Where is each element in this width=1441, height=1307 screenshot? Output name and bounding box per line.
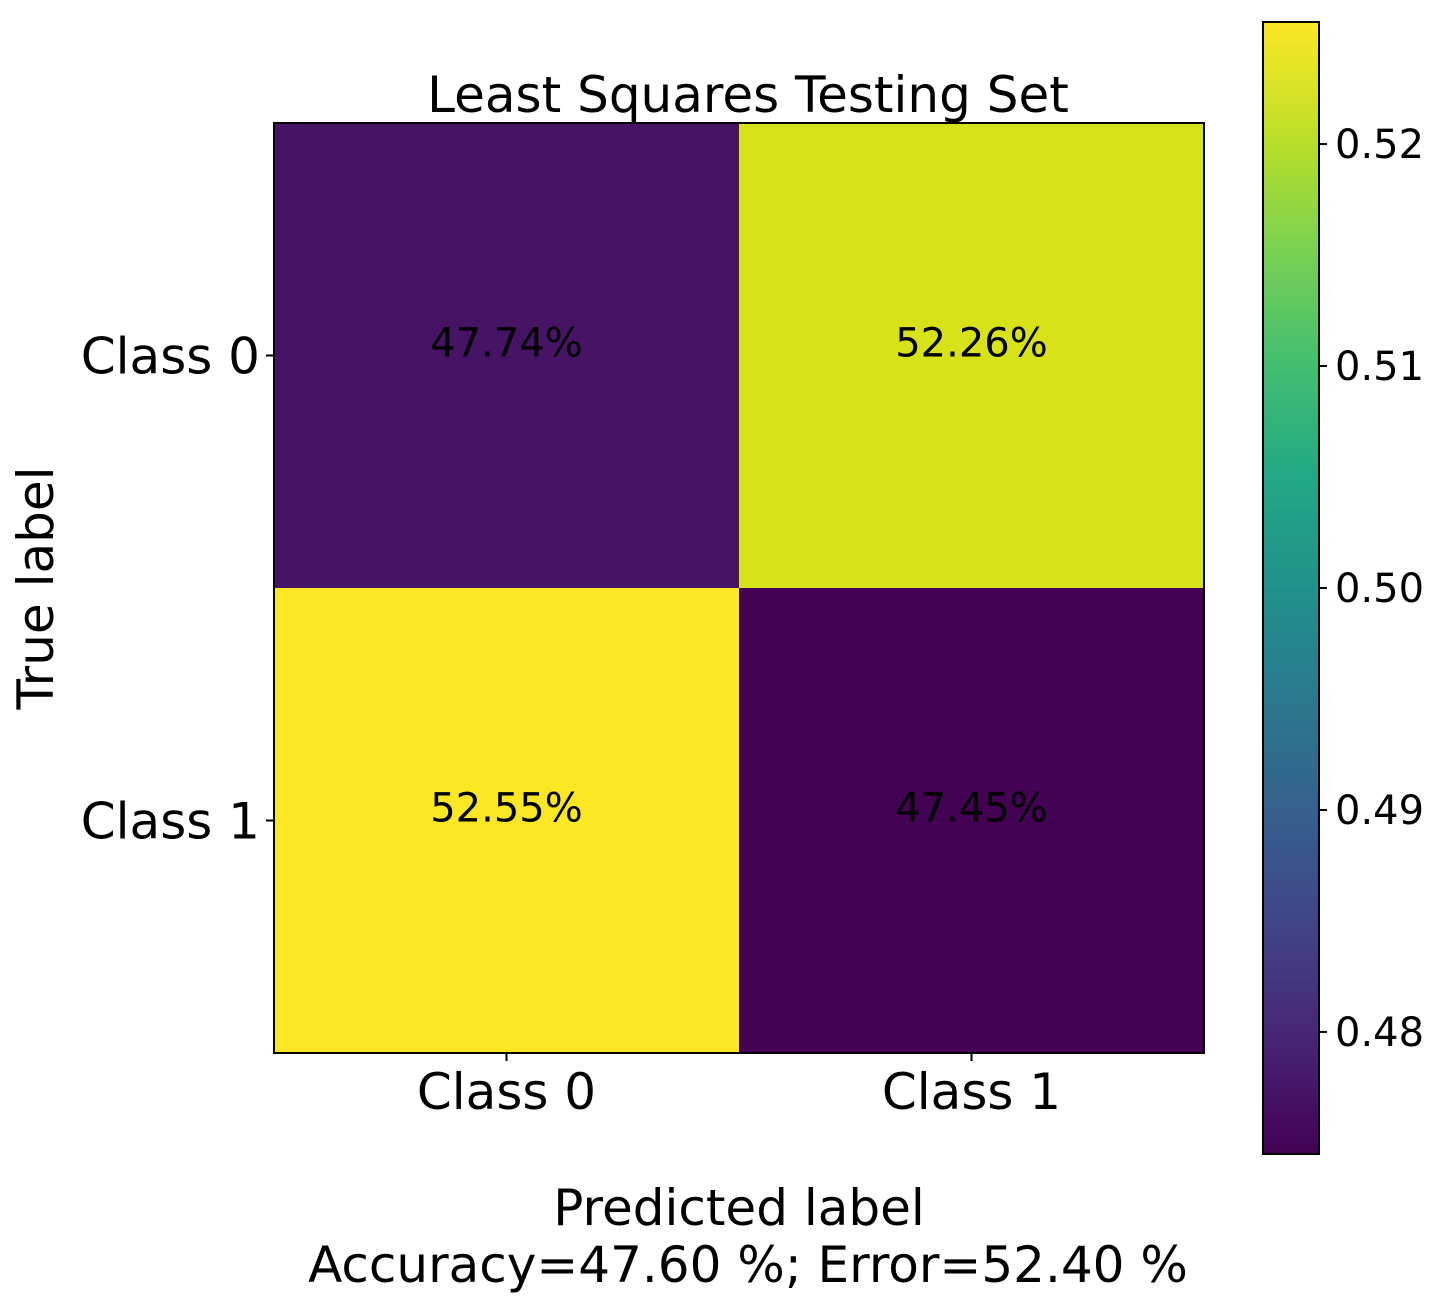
heatmap-cell (274, 588, 739, 1053)
x-axis-label: Predicted label (553, 1179, 925, 1237)
colorbar-ticks: 0.48 0.49 0.50 0.51 0.52 (1319, 122, 1424, 1056)
x-tick-label: Class 1 (882, 1063, 1061, 1121)
chart-title: Least Squares Testing Set (427, 66, 1069, 124)
cell-value-label: 47.45% (895, 786, 1048, 832)
heatmap-cell-labels: 47.74% 52.26% 52.55% 47.45% (430, 321, 1048, 832)
colorbar (1262, 21, 1320, 1155)
y-tick-label: Class 0 (81, 328, 260, 386)
plot-frame (273, 122, 1205, 1054)
y-axis-label: True label (7, 466, 65, 710)
heatmap-cells (274, 123, 1204, 1053)
cell-value-label: 52.55% (430, 786, 583, 832)
colorbar-tick-label: 0.49 (1335, 788, 1424, 834)
colorbar-tick-label: 0.48 (1335, 1010, 1424, 1056)
heatmap-cell (739, 123, 1204, 588)
y-tick-label: Class 1 (81, 793, 260, 851)
y-axis-ticks: Class 0 Class 1 (81, 328, 274, 851)
x-axis-sublabel: Accuracy=47.60 %; Error=52.40 % (308, 1236, 1188, 1294)
colorbar-tick-label: 0.52 (1335, 122, 1424, 168)
cell-value-label: 47.74% (430, 321, 583, 367)
x-tick-label: Class 0 (417, 1063, 596, 1121)
heatmap-cell (274, 123, 739, 588)
colorbar-tick-label: 0.50 (1335, 566, 1424, 612)
cell-value-label: 52.26% (895, 321, 1048, 367)
colorbar-tick-label: 0.51 (1335, 344, 1424, 390)
x-axis-ticks: Class 0 Class 1 (417, 1053, 1061, 1121)
heatmap-cell (739, 588, 1204, 1053)
